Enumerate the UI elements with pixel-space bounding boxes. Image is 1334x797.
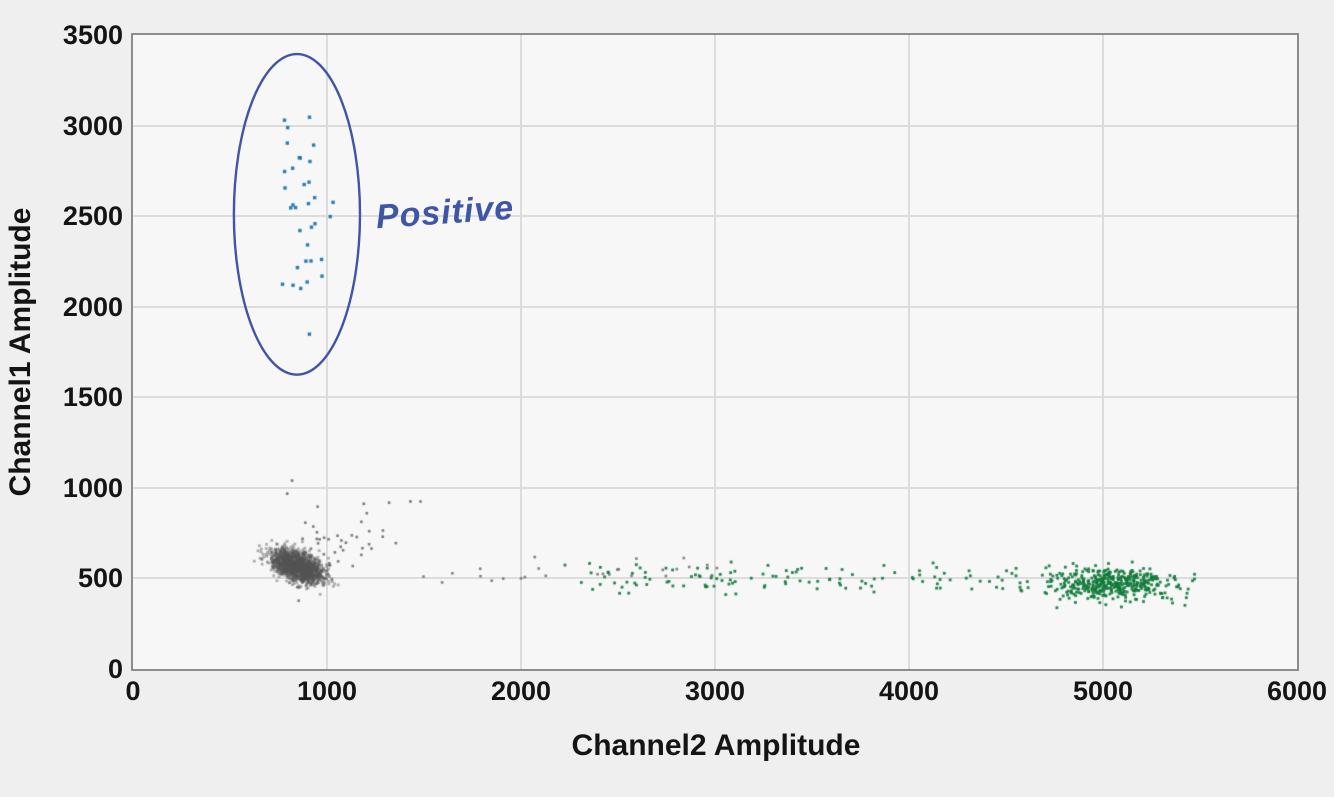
y-tick-label-1000: 1000 <box>62 472 123 503</box>
annotation-overlay <box>232 52 362 376</box>
y-tick-label-500: 500 <box>77 563 123 594</box>
x-axis-title: Channel2 Amplitude <box>571 729 861 762</box>
x-tick-label-0: 0 <box>125 676 141 706</box>
x-tick-label-6000: 6000 <box>1266 676 1328 706</box>
y-tick-label-2000: 2000 <box>62 291 123 322</box>
y-tick-label-1500: 1500 <box>62 382 123 413</box>
x-tick-label-1000: 1000 <box>296 676 358 706</box>
x-tick-label-3000: 3000 <box>684 676 746 706</box>
y-tick-label-0: 0 <box>107 654 123 684</box>
y-tick-label-2500: 2500 <box>62 201 123 232</box>
y-tick-label-3000: 3000 <box>62 110 123 141</box>
scatter-points-canvas <box>133 35 1297 669</box>
positive-gate-ellipse <box>232 52 362 376</box>
x-tick-label-4000: 4000 <box>878 676 940 706</box>
x-tick-label-2000: 2000 <box>490 676 552 706</box>
plot-area: Positive <box>131 33 1299 671</box>
y-tick-label-3500: 3500 <box>62 20 123 50</box>
x-tick-label-5000: 5000 <box>1072 676 1134 706</box>
